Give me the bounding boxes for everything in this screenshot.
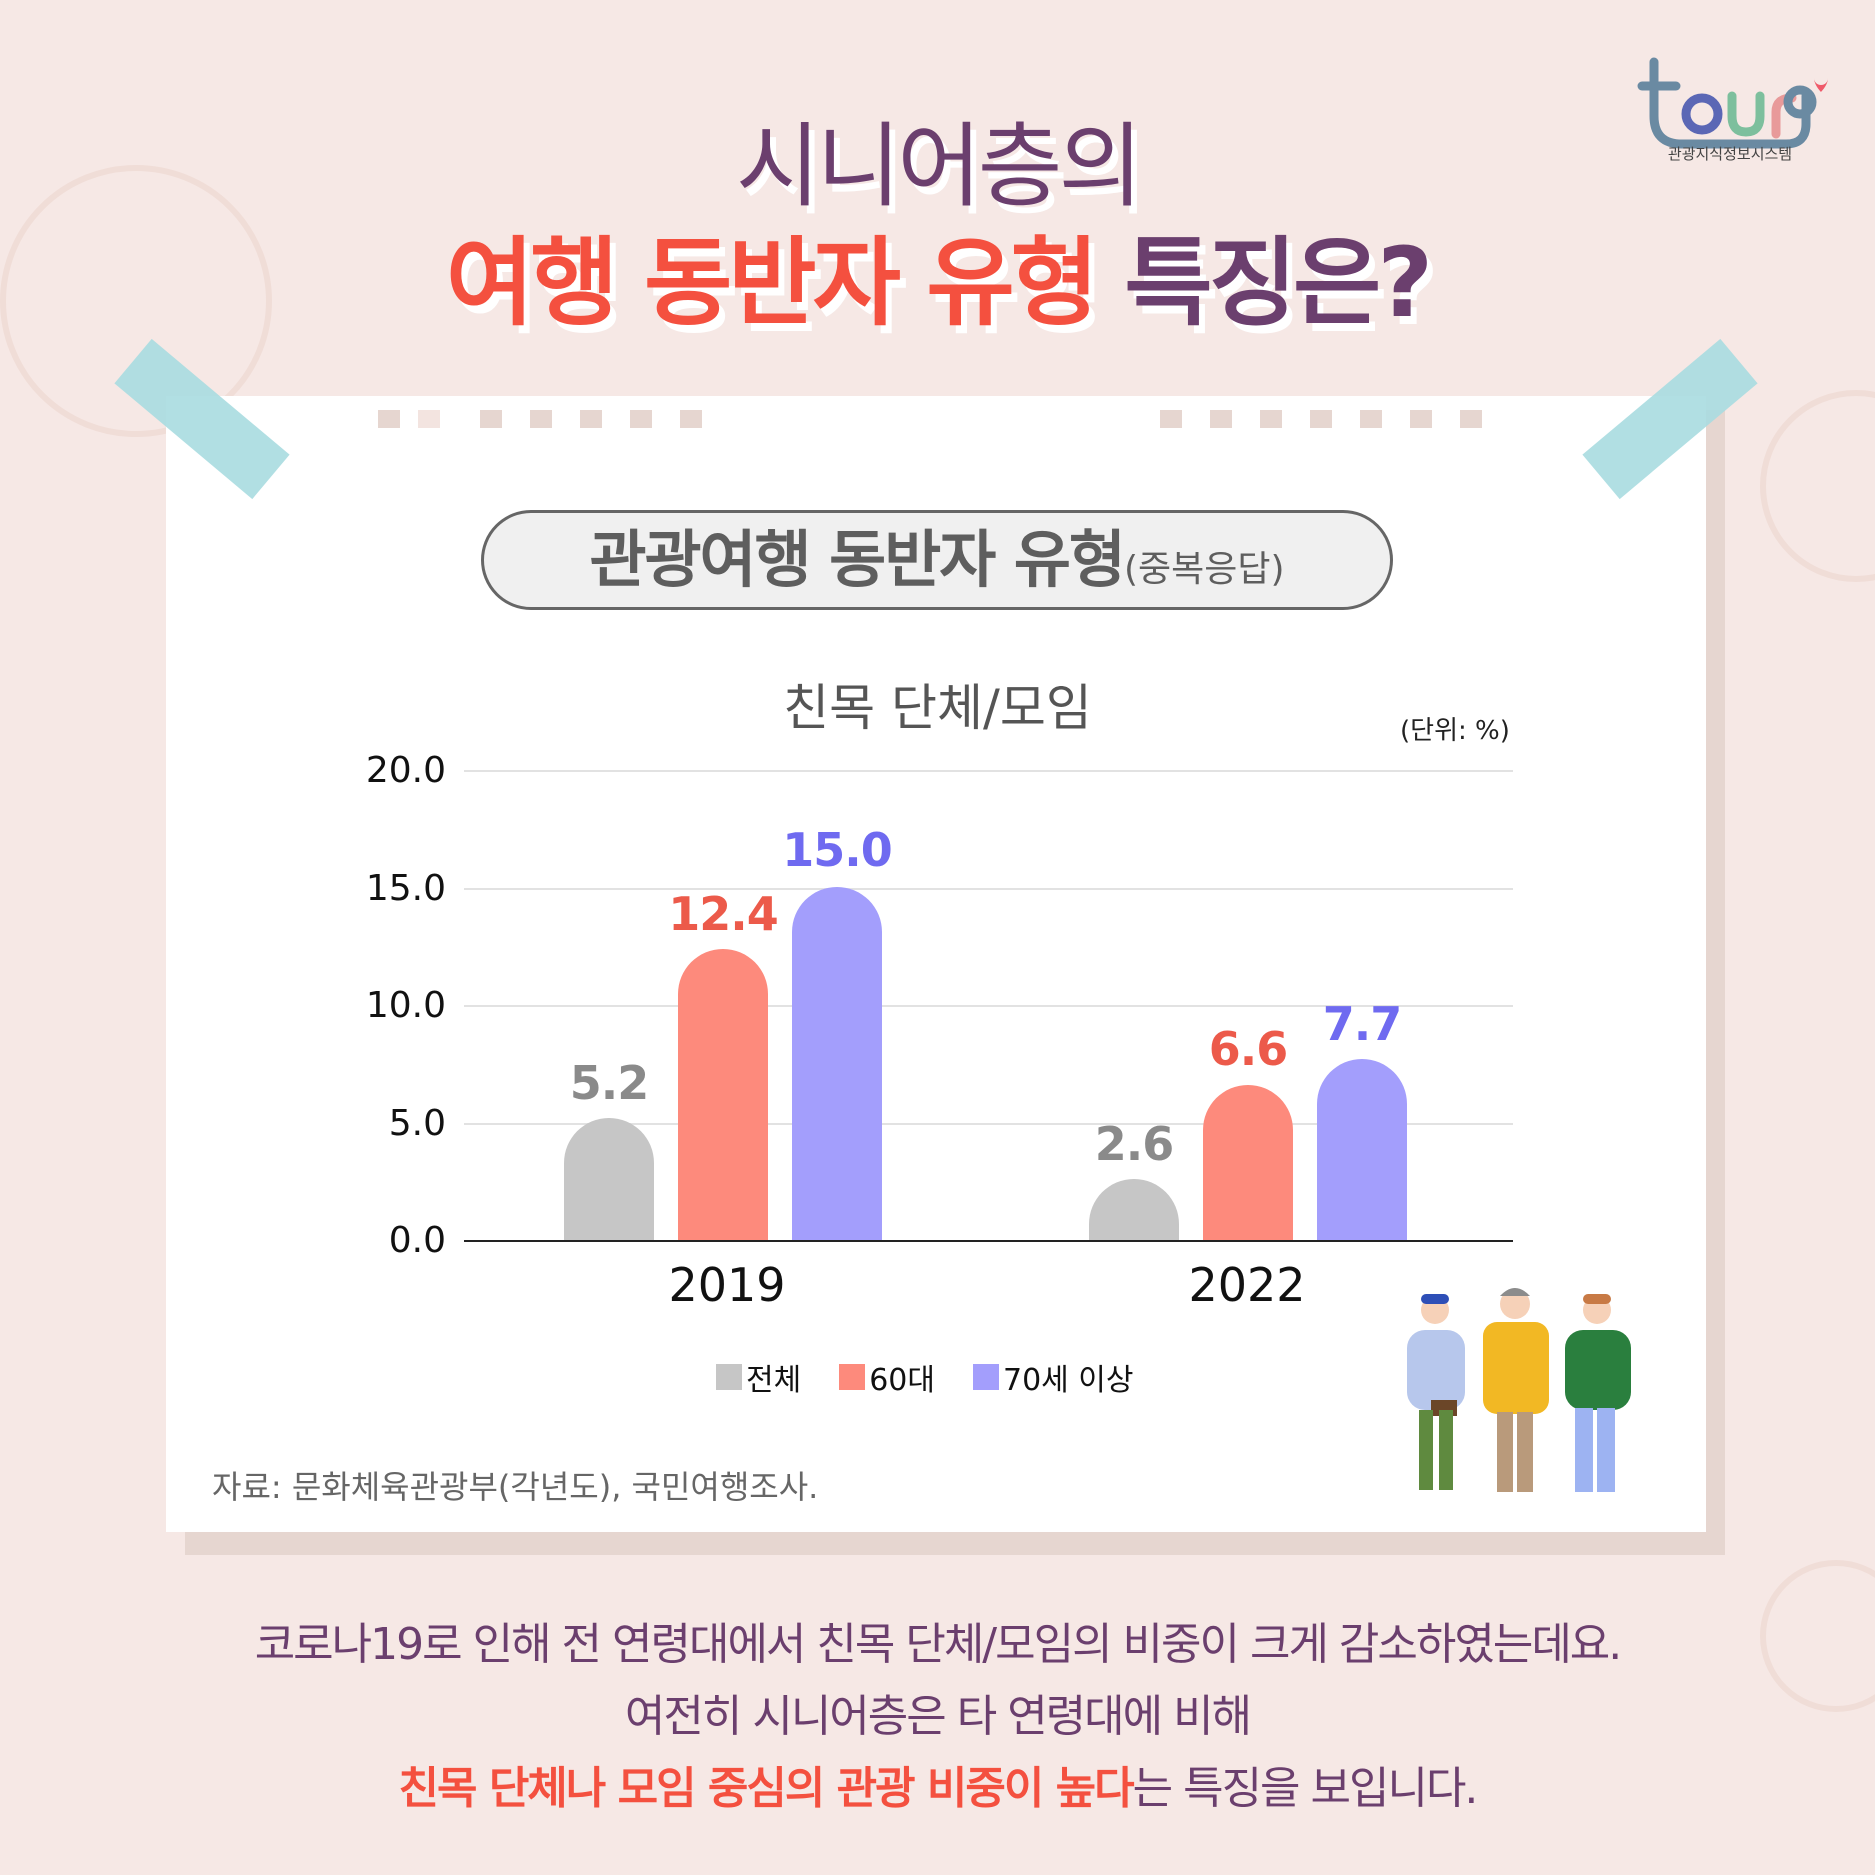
chart-heading-pill: 관광여행 동반자 유형(중복응답) — [481, 510, 1393, 610]
y-tick: 5.0 — [388, 1103, 446, 1144]
value-label: 5.2 — [569, 1056, 650, 1110]
perforation — [418, 410, 440, 428]
tour9-logo — [1637, 57, 1828, 149]
gridline-15 — [464, 888, 1513, 890]
x-axis — [464, 1240, 1513, 1242]
pill-title: 관광여행 동반자 유형 — [589, 523, 1126, 596]
chart-legend: 전체 60대 70세 이상 — [716, 1355, 1134, 1399]
perforation — [680, 410, 702, 428]
perforation — [378, 410, 400, 428]
value-label: 6.6 — [1208, 1022, 1289, 1076]
value-label: 15.0 — [782, 823, 893, 877]
y-tick: 20.0 — [365, 750, 446, 791]
seniors-illustration — [1407, 1288, 1631, 1492]
legend-item-60s: 60대 — [839, 1355, 935, 1399]
pill-subtitle: (중복응답) — [1123, 549, 1285, 590]
unit-label: (단위: %) — [1400, 716, 1510, 746]
footer-line1: 코로나19로 인해 전 연령대에서 친목 단체/모임의 비중이 크게 감소하였는… — [254, 1619, 1623, 1670]
perforation — [1310, 410, 1332, 428]
footer-highlight: 친목 단체나 모임 중심의 관광 비중이 높다 — [398, 1763, 1135, 1814]
page-title-line2: 여행 동반자 유형 특징은? — [0, 205, 1875, 344]
perforation — [1360, 410, 1382, 428]
footer-line3: 친목 단체나 모임 중심의 관광 비중이 높다는 특징을 보입니다. — [0, 1752, 1875, 1816]
legend-swatch — [716, 1364, 742, 1390]
legend-item-total: 전체 — [716, 1355, 801, 1399]
globe-decoration — [0, 165, 272, 437]
y-tick: 15.0 — [365, 868, 446, 909]
logo-subtitle: 관광지식정보시스템 — [1667, 145, 1793, 163]
value-label: 12.4 — [668, 887, 779, 941]
value-label: 7.7 — [1322, 997, 1403, 1051]
bar-2019-70plus — [792, 887, 882, 1240]
perforation — [1410, 410, 1432, 428]
value-label: 2.6 — [1094, 1117, 1175, 1171]
title-rest: 특징은? — [1124, 227, 1433, 339]
footer-line2: 여전히 시니어층은 타 연령대에 비해 — [624, 1691, 1252, 1742]
perforation — [480, 410, 502, 428]
footer-line3-rest: 는 특징을 보입니다. — [1132, 1763, 1479, 1814]
title-highlight: 여행 동반자 유형 — [445, 227, 1099, 339]
perforation — [1210, 410, 1232, 428]
perforation — [1160, 410, 1182, 428]
perforation — [580, 410, 602, 428]
gridline-5 — [464, 1123, 1513, 1125]
legend-swatch — [972, 1364, 999, 1390]
gridline-10 — [464, 1005, 1513, 1007]
legend-item-70plus: 70세 이상 — [972, 1355, 1134, 1399]
x-label-2022: 2022 — [1188, 1258, 1306, 1312]
perforation — [1460, 410, 1482, 428]
x-label-2019: 2019 — [668, 1258, 786, 1312]
page-title-line1: 시니어층의 — [735, 113, 1143, 220]
globe-decoration-right — [1760, 390, 1875, 582]
y-tick: 0.0 — [388, 1220, 446, 1261]
gridline-20 — [464, 770, 1513, 772]
perforation — [1260, 410, 1282, 428]
perforation — [530, 410, 552, 428]
source-note: 자료: 문화체육관광부(각년도), 국민여행조사. — [212, 1468, 819, 1506]
y-tick: 10.0 — [365, 985, 446, 1026]
location-pin-decoration — [1760, 1560, 1875, 1712]
bar-2019-total — [564, 1118, 654, 1240]
bar-2022-60s — [1203, 1085, 1293, 1240]
perforation — [630, 410, 652, 428]
bar-2022-70plus — [1317, 1059, 1407, 1240]
bar-2019-60s — [678, 949, 768, 1240]
legend-swatch — [839, 1364, 866, 1390]
chart-title: 친목 단체/모임 — [783, 679, 1092, 737]
